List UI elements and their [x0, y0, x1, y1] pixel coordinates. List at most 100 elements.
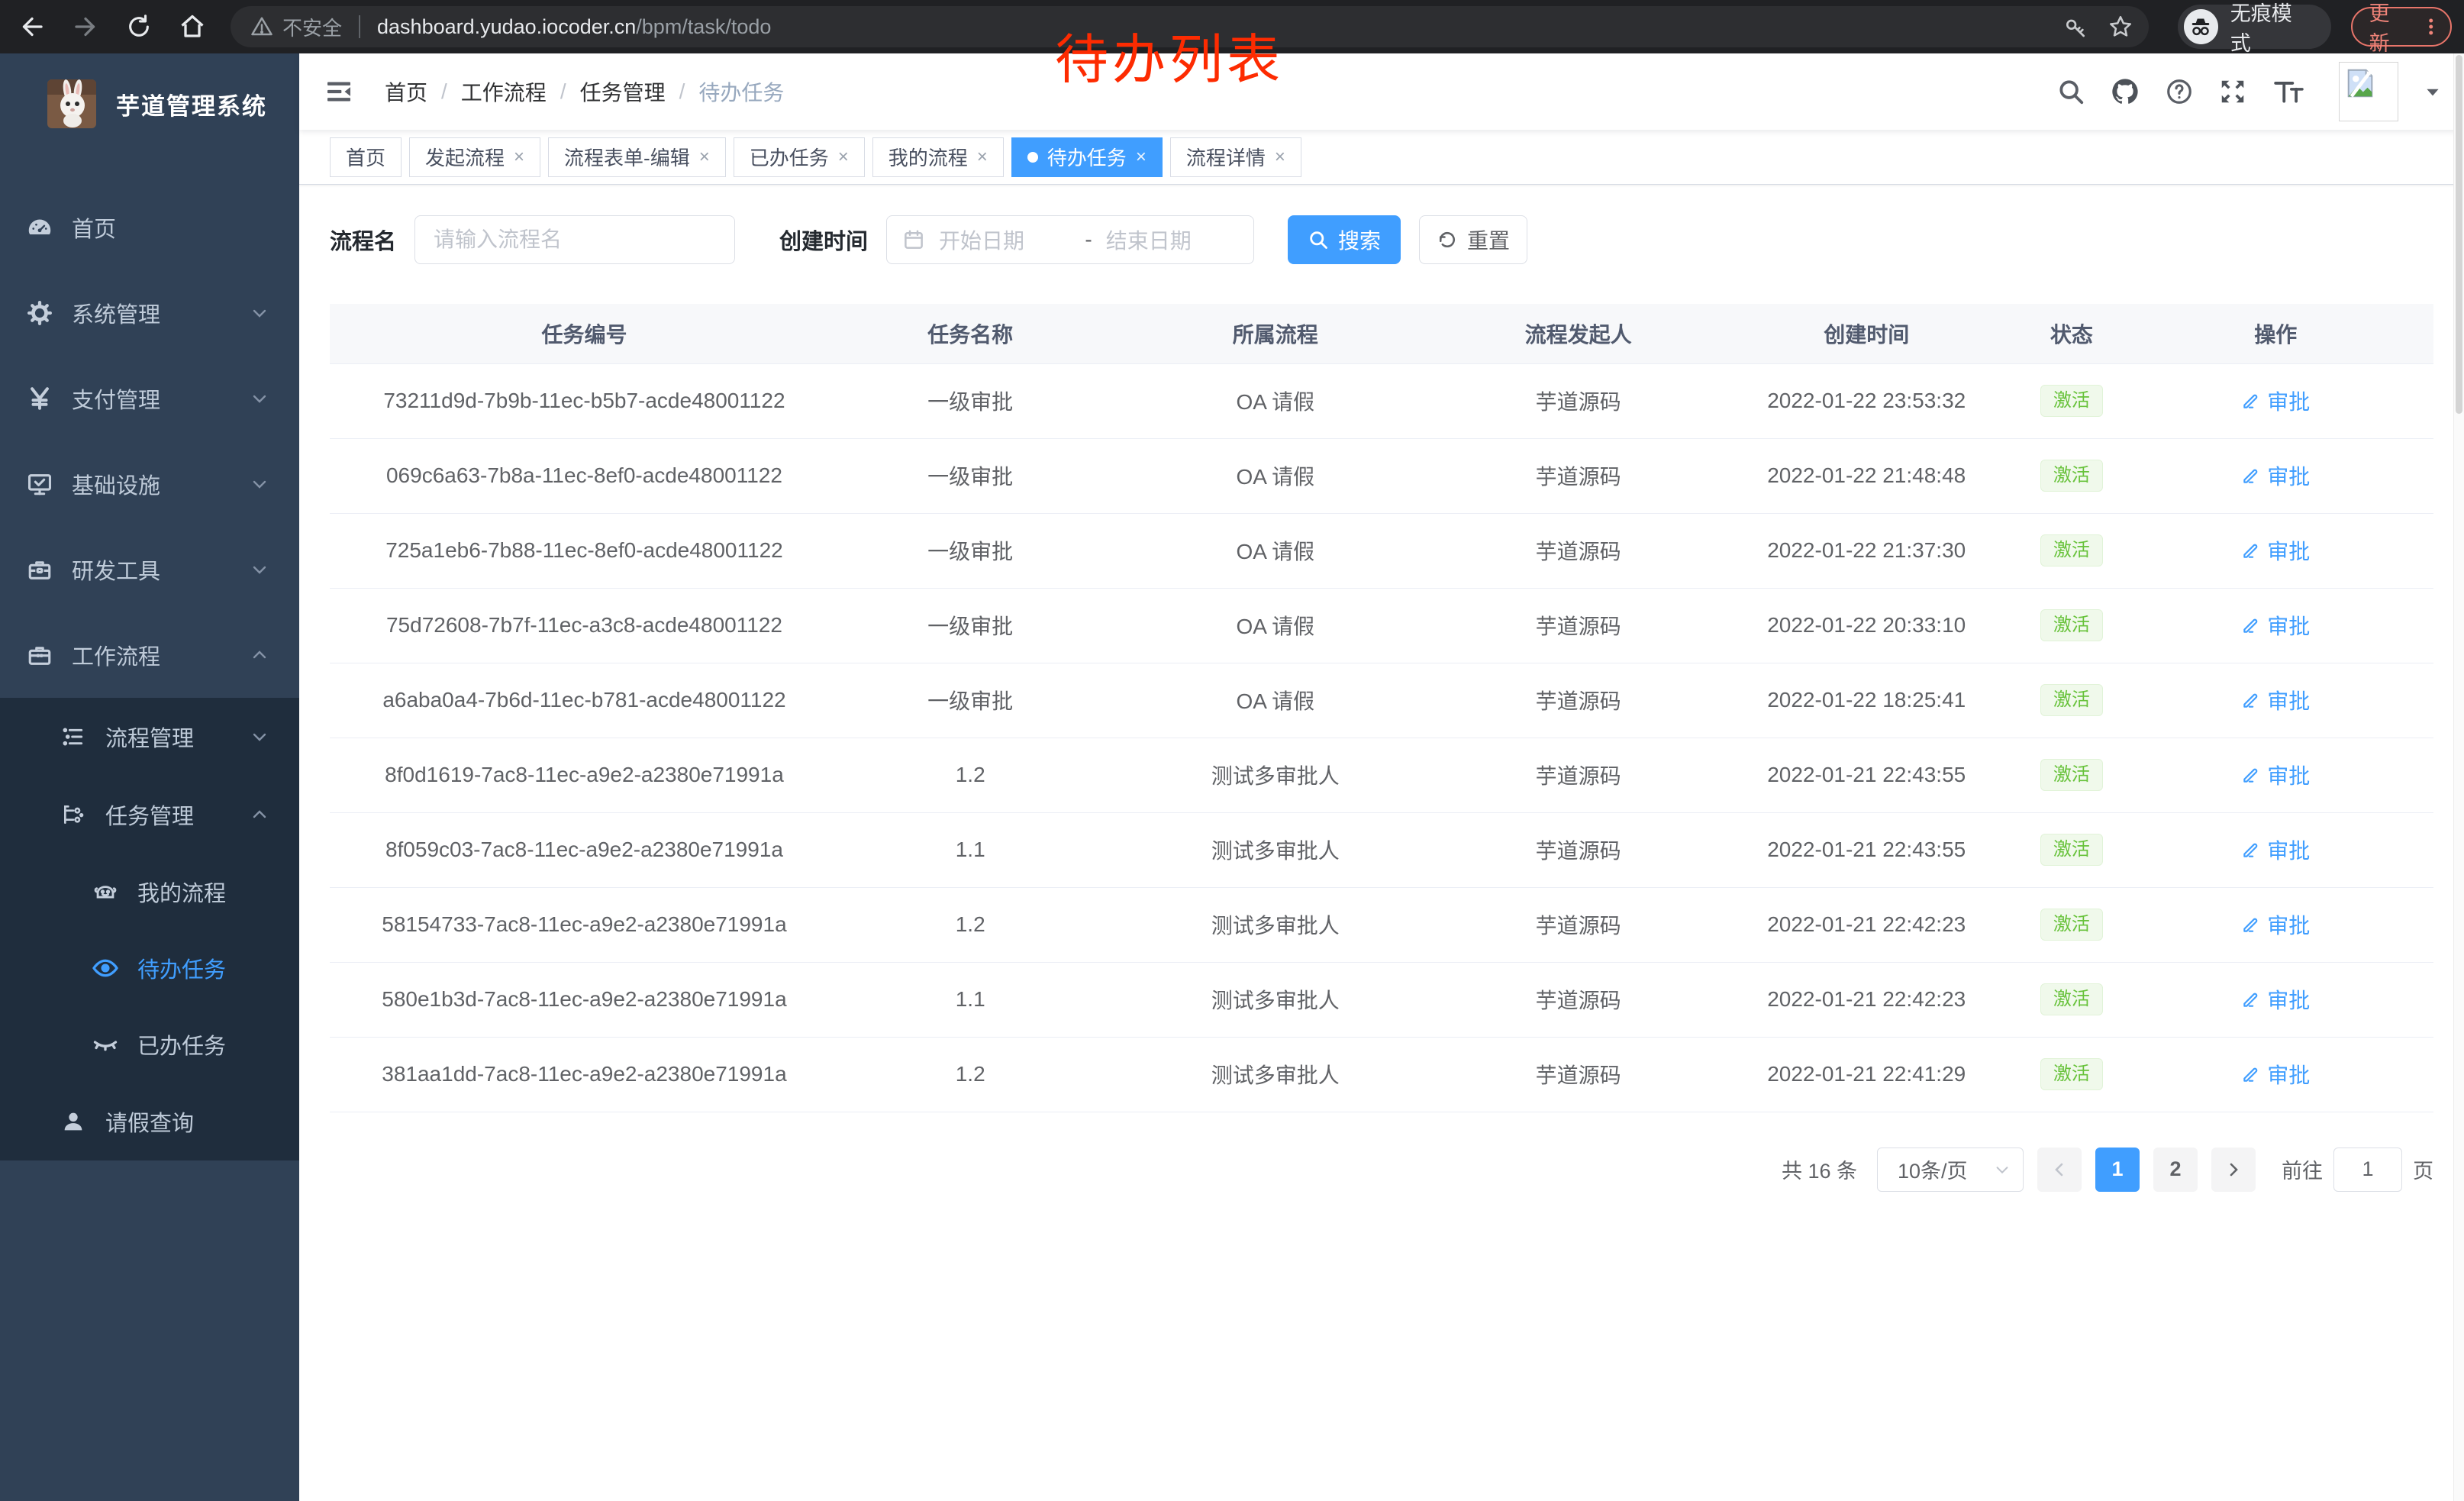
tab-done-tasks[interactable]: 已办任务 ×: [733, 137, 865, 177]
cell-task-name: 一级审批: [838, 663, 1102, 738]
close-icon[interactable]: ×: [976, 146, 988, 167]
sidebar-item-task-management[interactable]: 任务管理: [0, 776, 299, 854]
cell-task-id: 75d72608-7b7f-11ec-a3c8-acde48001122: [330, 588, 839, 663]
search-icon[interactable]: [2056, 77, 2085, 106]
close-icon[interactable]: ×: [514, 146, 525, 167]
cell-task-id: 58154733-7ac8-11ec-a9e2-a2380e71991a: [330, 887, 839, 963]
help-question-icon[interactable]: [2165, 77, 2194, 106]
cell-process: 测试多审批人: [1101, 812, 1450, 888]
address-bar[interactable]: 不安全 dashboard.yudao.iocoder.cn/bpm/task/…: [231, 6, 2149, 47]
approve-link[interactable]: 审批: [2241, 610, 2310, 641]
sidebar-item-workflow[interactable]: 工作流程: [0, 612, 299, 698]
breadcrumb-workflow[interactable]: 工作流程: [460, 81, 547, 105]
browser-back-button[interactable]: [11, 5, 53, 48]
annotation-todo-list: 待办列表: [1055, 30, 1284, 89]
window-scrollbar[interactable]: [2453, 53, 2464, 1501]
home-icon: [181, 15, 204, 37]
page-2-button[interactable]: 2: [2153, 1147, 2198, 1192]
cell-task-id: 73211d9d-7b9b-11ec-b5b7-acde48001122: [330, 363, 839, 439]
incognito-icon: [2183, 9, 2218, 44]
tree-list-icon: [60, 725, 87, 749]
tab-process-detail[interactable]: 流程详情 ×: [1169, 137, 1301, 177]
approve-link[interactable]: 审批: [2241, 685, 2310, 715]
reload-icon: [129, 15, 149, 37]
sidebar-item-label: 我的流程: [137, 882, 227, 906]
sidebar-item-my-process[interactable]: 我的流程: [0, 854, 299, 930]
table-row: 725a1eb6-7b88-11ec-8ef0-acde48001122 一级审…: [330, 513, 2433, 589]
avatar[interactable]: [2339, 62, 2398, 121]
close-icon[interactable]: ×: [698, 146, 710, 167]
status-badge: 激活: [2040, 609, 2103, 641]
sidebar-toggle-button[interactable]: [324, 76, 354, 107]
tab-form-edit[interactable]: 流程表单-编辑 ×: [548, 137, 726, 177]
sidebar-item-home[interactable]: 首页: [0, 185, 299, 270]
tab-home[interactable]: 首页: [330, 137, 402, 177]
tab-start-process[interactable]: 发起流程 ×: [409, 137, 541, 177]
approve-link[interactable]: 审批: [2241, 760, 2310, 790]
chevron-right-icon: [2230, 1163, 2238, 1176]
kebab-menu-icon[interactable]: [2420, 16, 2441, 37]
password-key-icon[interactable]: [2063, 15, 2088, 39]
edit-pencil-icon: [2243, 768, 2258, 783]
monitor-icon: [26, 471, 53, 497]
prev-page-button[interactable]: [2037, 1147, 2082, 1192]
cell-create-time: 2022-01-21 22:42:23: [1708, 887, 2026, 963]
sidebar-item-process-management[interactable]: 流程管理: [0, 698, 299, 776]
sidebar-item-label: 流程管理: [105, 727, 195, 751]
browser-update-button[interactable]: 更新: [2350, 2, 2452, 55]
breadcrumb-current: 待办任务: [698, 81, 785, 105]
tab-label: 流程表单-编辑: [564, 147, 690, 169]
breadcrumb-home[interactable]: 首页: [385, 81, 428, 105]
active-tab-dot: [1027, 151, 1038, 163]
approve-link[interactable]: 审批: [2241, 834, 2310, 865]
tab-todo-tasks[interactable]: 待办任务 ×: [1011, 137, 1163, 177]
cell-create-time: 2022-01-22 21:37:30: [1708, 513, 2026, 589]
approve-link[interactable]: 审批: [2241, 1059, 2310, 1089]
sidebar-item-payment[interactable]: 支付管理: [0, 356, 299, 441]
close-icon[interactable]: ×: [837, 146, 849, 167]
approve-link[interactable]: 审批: [2241, 535, 2310, 566]
browser-forward-button[interactable]: [64, 5, 107, 48]
sidebar-item-label: 工作流程: [72, 645, 161, 670]
sidebar-item-infrastructure[interactable]: 基础设施: [0, 441, 299, 527]
process-name-input[interactable]: [414, 215, 736, 264]
font-size-icon[interactable]: [2272, 77, 2304, 106]
edit-pencil-icon: [2243, 544, 2258, 558]
page-size-select[interactable]: 10条/页: [1877, 1147, 2024, 1192]
breadcrumb-task-management[interactable]: 任务管理: [579, 81, 666, 105]
bookmark-star-icon[interactable]: [2108, 14, 2133, 40]
sidebar-item-label: 待办任务: [137, 958, 227, 983]
sidebar-logo[interactable]: 芋道管理系统: [0, 53, 299, 154]
status-badge: 激活: [2040, 983, 2103, 1015]
browser-home-button[interactable]: [171, 5, 214, 48]
approve-link[interactable]: 审批: [2241, 984, 2310, 1015]
github-icon[interactable]: [2110, 76, 2140, 107]
sidebar-menu: 首页 系统管理 支付管理 基础设施: [0, 185, 299, 1160]
close-icon[interactable]: ×: [1135, 146, 1147, 167]
tab-label: 首页: [346, 147, 386, 169]
sidebar-item-system[interactable]: 系统管理: [0, 270, 299, 356]
search-button[interactable]: 搜索: [1288, 215, 1401, 264]
sidebar-item-dev-tools[interactable]: 研发工具: [0, 527, 299, 612]
date-range-picker[interactable]: 开始日期 - 结束日期: [886, 215, 1255, 264]
tab-my-process[interactable]: 我的流程 ×: [872, 137, 1004, 177]
page-1-button[interactable]: 1: [2095, 1147, 2140, 1192]
sidebar-item-leave-query[interactable]: 请假查询: [0, 1083, 299, 1160]
fullscreen-icon[interactable]: [2218, 77, 2247, 106]
scrollbar-thumb[interactable]: [2456, 55, 2462, 414]
approve-label: 审批: [2267, 764, 2311, 788]
sidebar-item-todo-tasks[interactable]: 待办任务: [0, 930, 299, 1006]
approve-link[interactable]: 审批: [2241, 909, 2310, 940]
goto-page-input[interactable]: [2333, 1147, 2402, 1192]
approve-link[interactable]: 审批: [2241, 460, 2310, 491]
range-separator: -: [1085, 228, 1092, 251]
next-page-button[interactable]: [2211, 1147, 2256, 1192]
chevron-down-icon[interactable]: [2423, 82, 2443, 102]
sidebar-item-label: 请假查询: [105, 1112, 195, 1136]
sidebar-item-done-tasks[interactable]: 已办任务: [0, 1006, 299, 1083]
reset-button[interactable]: 重置: [1419, 215, 1528, 264]
browser-reload-button[interactable]: [118, 5, 160, 48]
approve-link[interactable]: 审批: [2241, 386, 2310, 416]
close-icon[interactable]: ×: [1274, 146, 1285, 167]
chevron-down-icon: [250, 728, 269, 746]
